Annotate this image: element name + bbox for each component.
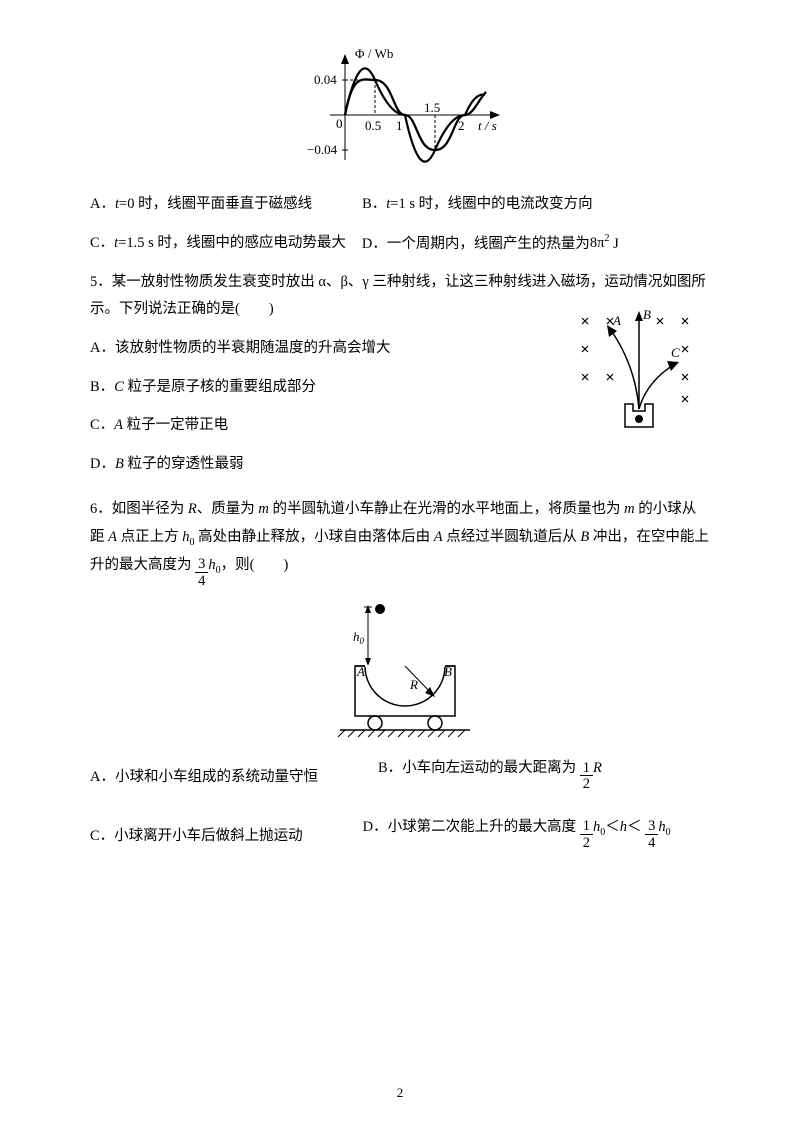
q6-options-ab: A．小球和小车组成的系统动量守恒 B．小车向左运动的最大距离为 12R — [90, 755, 710, 792]
svg-text:C: C — [671, 345, 680, 360]
svg-text:0.5: 0.5 — [365, 118, 381, 133]
q4-option-b: B．t=1 s 时，线圈中的电流改变方向 — [362, 191, 593, 219]
svg-text:A: A — [356, 664, 365, 679]
svg-text:−0.04: −0.04 — [307, 142, 338, 157]
q6-option-d: D．小球第二次能上升的最大高度 12h0＜h＜ 34h0 — [363, 814, 671, 851]
svg-text:0: 0 — [336, 116, 343, 131]
q4-options-cd: C．t=1.5 s 时，线圈中的感应电动势最大 D．一个周期内，线圈产生的热量为… — [90, 230, 710, 258]
svg-text:1.5: 1.5 — [424, 100, 440, 115]
q6-option-b: B．小车向左运动的最大距离为 12R — [378, 755, 602, 792]
svg-text:0.04: 0.04 — [314, 72, 337, 87]
fraction-3-4: 34 — [195, 557, 208, 588]
figure-magnetic-field: A B C — [575, 309, 700, 434]
svg-text:A: A — [612, 313, 621, 328]
svg-text:B: B — [643, 309, 651, 322]
y-axis-label: Φ / Wb — [355, 46, 393, 61]
svg-text:B: B — [444, 664, 452, 679]
svg-text:R: R — [409, 677, 418, 692]
q6-options-cd: C．小球离开小车后做斜上抛运动 D．小球第二次能上升的最大高度 12h0＜h＜ … — [90, 814, 710, 851]
sine-graph: Φ / Wb 0.04 −0.04 0 0.5 1 1.5 2 t / s — [300, 40, 500, 180]
q4-option-d: D．一个周期内，线圈产生的热量为8π2 J — [362, 230, 619, 258]
svg-text:t / s: t / s — [478, 118, 497, 133]
q4-option-a: A．t=0 时，线圈平面垂直于磁感线 — [90, 191, 312, 219]
q6-option-a: A．小球和小车组成的系统动量守恒 — [90, 764, 318, 792]
svg-text:h0: h0 — [353, 629, 365, 646]
figure-flux-sine: Φ / Wb 0.04 −0.04 0 0.5 1 1.5 2 t / s — [90, 40, 710, 180]
page-number: 2 — [0, 1081, 800, 1106]
q6-stem: 6．如图半径为 R、质量为 m 的半圆轨道小车静止在光滑的水平地面上，将质量也为… — [90, 496, 710, 588]
q6-option-c: C．小球离开小车后做斜上抛运动 — [90, 823, 303, 851]
q4-options-ab: A．t=0 时，线圈平面垂直于磁感线 B．t=1 s 时，线圈中的电流改变方向 — [90, 191, 710, 219]
svg-text:1: 1 — [396, 118, 403, 133]
figure-semicircle-cart: h0 R A B — [90, 599, 710, 744]
q4-option-c: C．t=1.5 s 时，线圈中的感应电动势最大 — [90, 230, 346, 258]
q5-option-d: D．B 粒子的穿透性最弱 — [90, 451, 710, 479]
question-5: 5．某一放射性物质发生衰变时放出 α、β、γ 三种射线，让这三种射线进入磁场，运… — [90, 269, 710, 478]
